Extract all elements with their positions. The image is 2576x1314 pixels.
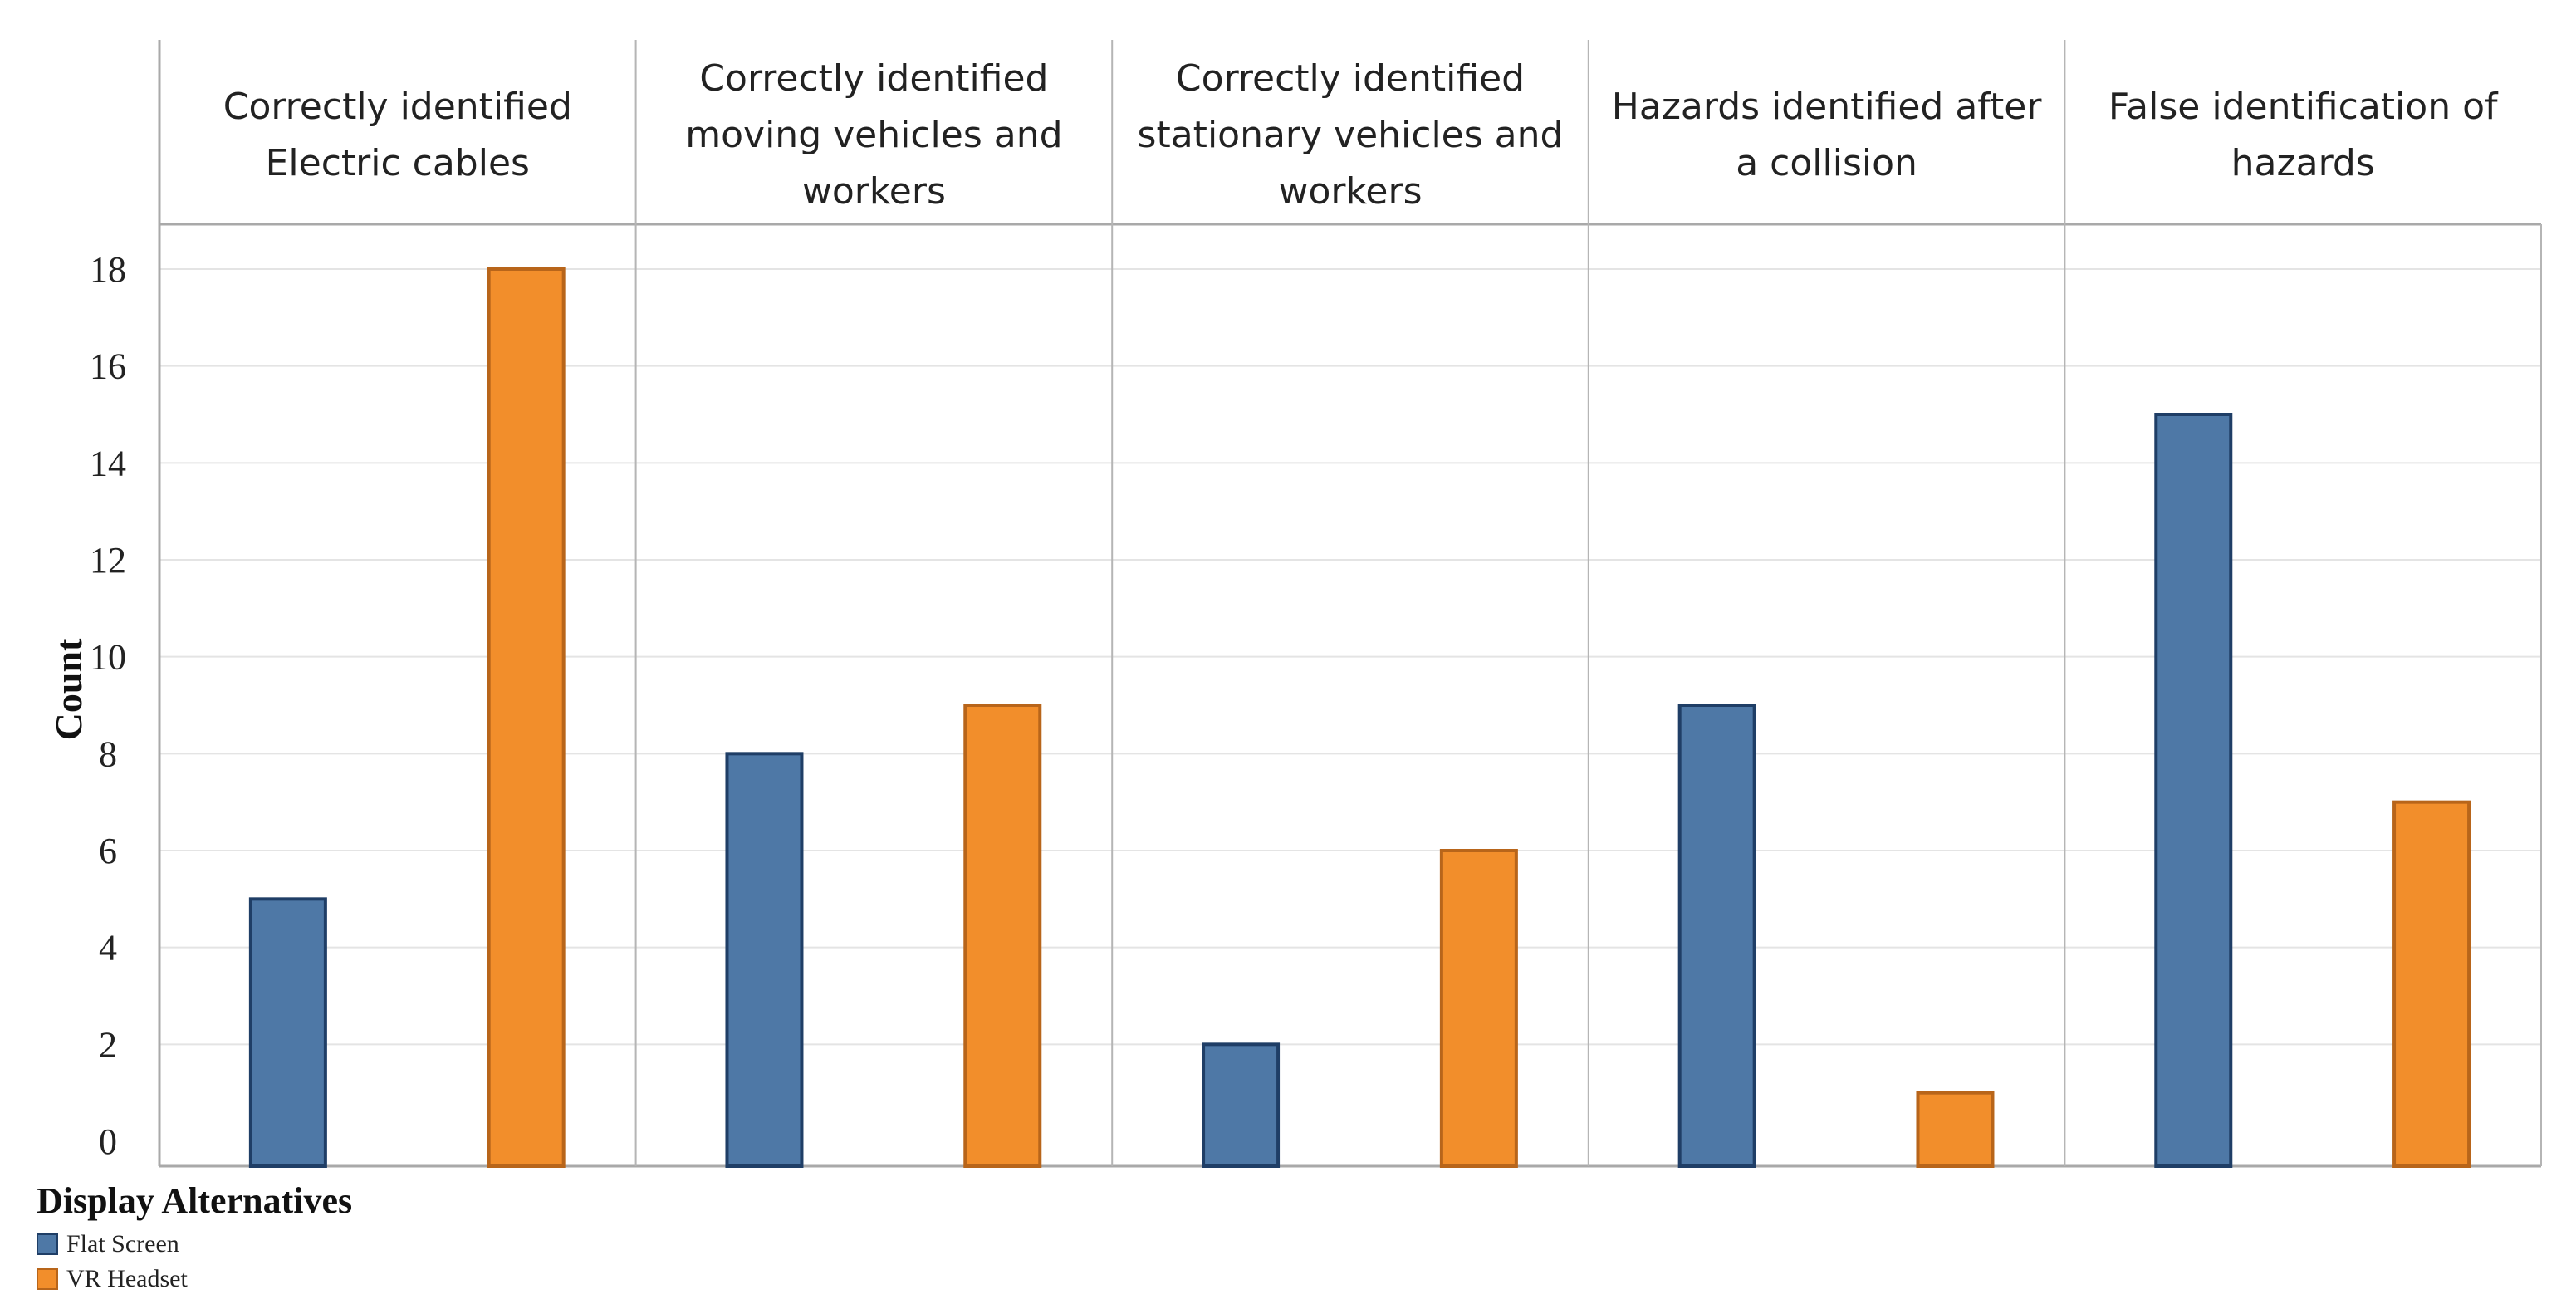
y-tick-label: 12: [90, 540, 126, 581]
bar-vr-headset: [2392, 800, 2471, 1169]
legend-item-vr-headset: VR Headset: [37, 1262, 352, 1297]
y-tick-label: 18: [90, 249, 126, 290]
y-tick-label: 14: [90, 443, 126, 483]
bar-vr-headset: [1916, 1091, 1995, 1168]
bar-flat-screen: [2154, 413, 2233, 1168]
legend-swatch-vr-headset: [37, 1268, 58, 1290]
legend-title: Display Alternatives: [37, 1180, 353, 1221]
bar-flat-screen: [1677, 704, 1756, 1168]
bar-vr-headset: [963, 704, 1042, 1168]
facet-title: Hazards identified after a collision: [1612, 86, 2043, 184]
bar-vr-headset: [1439, 849, 1518, 1168]
y-tick-label: 10: [90, 637, 126, 678]
facet-title: False identification of hazards: [2108, 86, 2499, 184]
bar-flat-screen: [725, 752, 804, 1168]
y-tick-label: 8: [99, 733, 117, 774]
bar-vr-headset: [487, 267, 566, 1168]
y-tick-label: 6: [99, 831, 117, 871]
y-axis-title: Count: [47, 638, 90, 740]
facet-title: Correctly identified Electric cables: [223, 86, 572, 184]
facet-title: Correctly identified stationary vehicles …: [1138, 57, 1564, 213]
bar-flat-screen: [248, 897, 327, 1169]
facet-title: Correctly identified moving vehicles and w…: [685, 57, 1062, 213]
legend-item-flat-screen: Flat Screen: [37, 1227, 352, 1262]
legend: Display Alternatives Flat Screen VR Head…: [37, 1179, 352, 1297]
bar-flat-screen: [1202, 1042, 1281, 1169]
legend-swatch-flat-screen: [37, 1233, 58, 1255]
y-tick-label: 0: [99, 1121, 117, 1162]
legend-label-vr-headset: VR Headset: [66, 1265, 188, 1292]
y-tick-label: 2: [99, 1024, 117, 1065]
y-tick-label: 16: [90, 346, 126, 387]
legend-label-flat-screen: Flat Screen: [66, 1230, 179, 1258]
y-tick-label: 4: [99, 928, 117, 968]
